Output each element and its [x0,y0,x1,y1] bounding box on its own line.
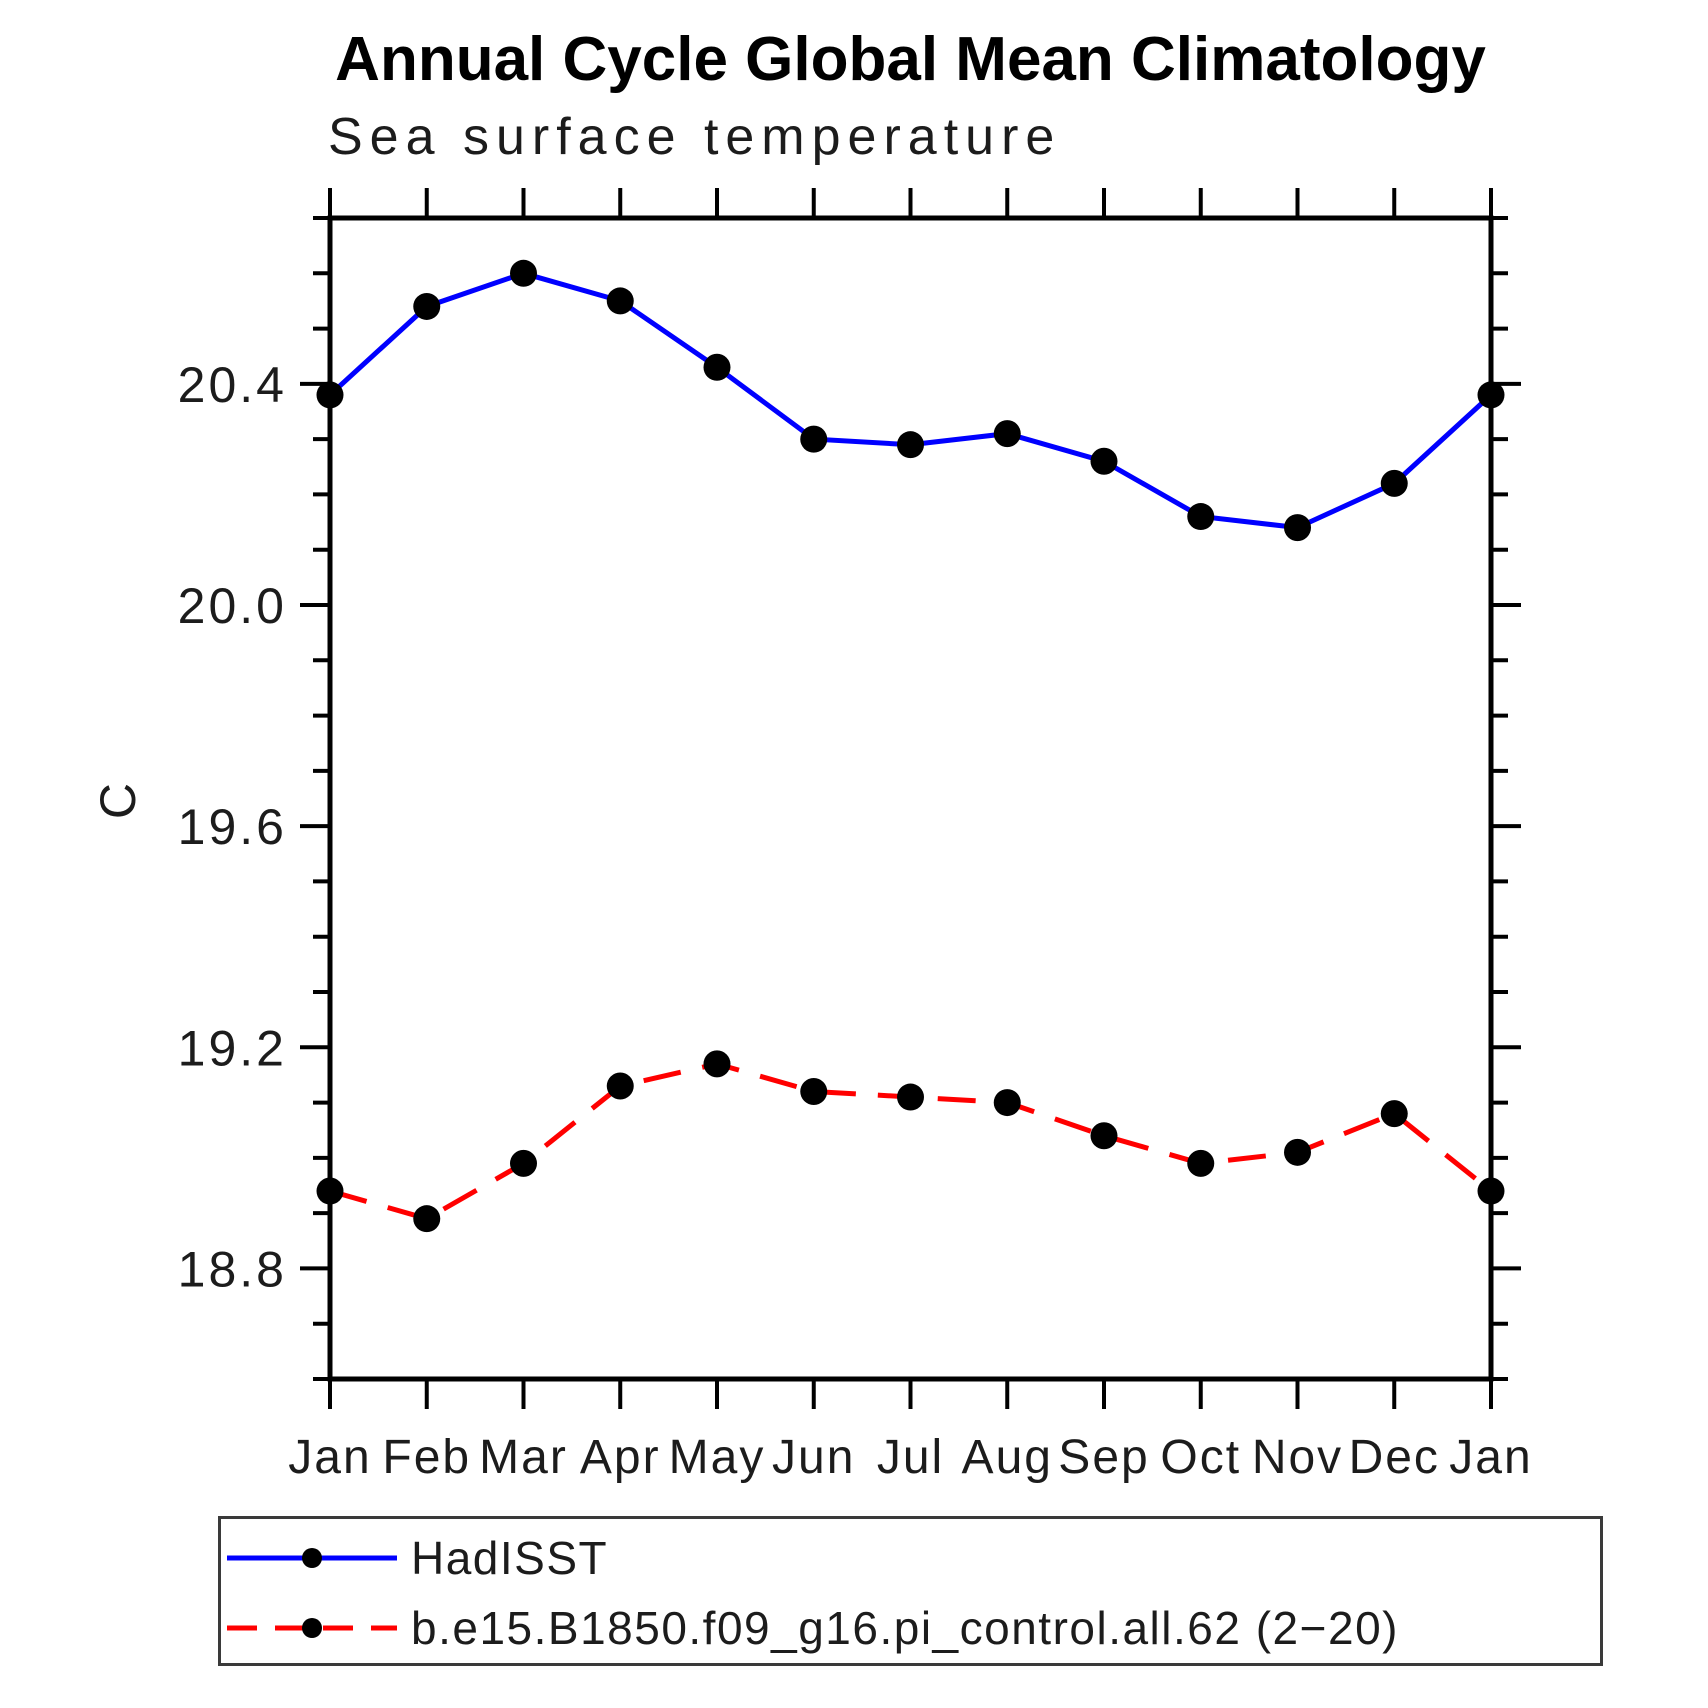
data-point-marker [316,381,344,409]
x-tick-label: Jun [772,1431,855,1484]
legend-item-model: b.e15.B1850.f09_g16.pi_control.all.62 (2… [225,1602,1399,1654]
data-point-marker [1477,381,1505,409]
data-point-marker [606,287,634,315]
legend-marker-dot [302,1618,322,1638]
data-point-marker [1090,1122,1118,1150]
data-point-marker [510,259,537,287]
y-tick-label: 18.8 [178,1241,287,1297]
y-tick-label: 20.4 [178,357,287,413]
series-line-0 [328,270,1493,531]
data-point-marker [1284,514,1311,542]
chart-subtitle: Sea surface temperature [328,108,1062,166]
legend-sample-dashed-line [227,1618,397,1638]
data-point-marker [413,1205,441,1233]
data-point-marker [1090,447,1118,475]
x-tick-label: Oct [1160,1431,1241,1484]
x-tick-label: Nov [1252,1431,1343,1484]
data-point-marker [897,1083,924,1111]
x-tick-label: Feb [382,1431,471,1484]
data-point-marker [1284,1138,1311,1166]
legend-box: HadISST b.e15.B1850.f09_g16.pi_control.a… [218,1516,1603,1666]
data-point-marker [1477,1177,1505,1205]
data-point-marker [606,1072,634,1100]
legend-label: HadISST [411,1532,609,1584]
data-point-marker [1380,1100,1408,1128]
legend-label: b.e15.B1850.f09_g16.pi_control.all.62 (2… [411,1602,1399,1654]
data-point-marker [510,1149,537,1177]
x-tick-label: Apr [580,1431,661,1484]
axis-frame [327,215,1494,1382]
legend-marker-dot [302,1548,322,1568]
data-point-marker [800,425,828,453]
data-point-marker [316,1177,344,1205]
y-tick-label: 20.0 [178,578,287,634]
data-point-marker [800,1078,828,1106]
legend-item-hadisst: HadISST [225,1532,609,1584]
data-point-marker [993,420,1021,448]
data-point-marker [413,292,441,320]
data-point-marker [897,431,924,459]
x-tick-label: Mar [479,1431,568,1484]
x-tick-label: Sep [1058,1431,1149,1484]
y-tick-label: 19.6 [178,799,287,855]
data-point-marker [703,353,731,381]
data-point-marker [1187,1149,1215,1177]
x-tick-label: Aug [962,1431,1053,1484]
x-tick-label: Jan [288,1431,371,1484]
legend-sample-solid-line [227,1548,397,1568]
data-point-marker [703,1050,731,1078]
x-tick-label: Jul [877,1431,944,1484]
x-tick-label: Dec [1349,1431,1440,1484]
x-tick-label: May [669,1431,766,1484]
data-point-marker [1187,503,1215,531]
data-point-marker [1380,469,1408,497]
x-tick-label: Jan [1449,1431,1532,1484]
data-point-marker [993,1089,1021,1117]
y-tick-label: 19.2 [178,1020,287,1076]
chart-title: Annual Cycle Global Mean Climatology [335,25,1486,94]
